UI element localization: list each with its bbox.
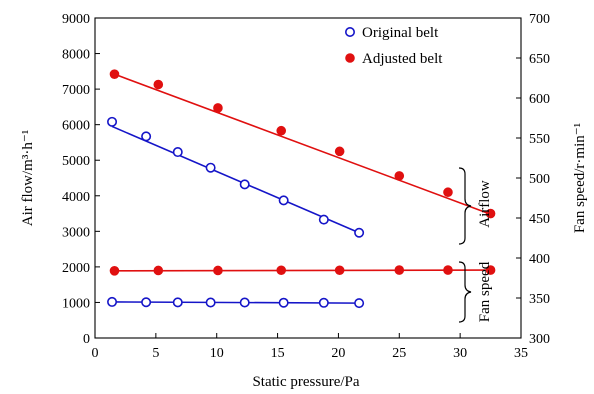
tick-labels: 0 5 10 15 20 25 30 3501000200030004000500060007…	[62, 12, 550, 361]
x-tick-label: 20	[331, 346, 345, 361]
point-original-belt-fan-speed-3	[205, 297, 216, 308]
x-tick-label: 5	[152, 346, 159, 361]
point-original-belt-fan-speed-1	[141, 297, 152, 308]
point-original-belt-air-flow-3	[205, 162, 216, 173]
point-adjusted-belt-fan-speed-0	[109, 266, 120, 276]
point-adjusted-belt-fan-speed-1	[153, 265, 164, 276]
y-right-tick-label: 350	[529, 292, 550, 307]
y-left-tick-label: 6000	[62, 119, 90, 134]
y-right-tick-label: 500	[529, 172, 550, 187]
point-adjusted-belt-fan-speed-6	[443, 265, 453, 275]
point-original-belt-fan-speed-5	[278, 297, 289, 308]
point-original-belt-fan-speed-4	[239, 297, 250, 308]
y-left-tick-label: 7000	[62, 83, 90, 98]
y-left-tick-label: 2000	[62, 261, 90, 276]
point-adjusted-belt-fan-speed-5	[394, 265, 405, 275]
y-left-tick-label: 4000	[62, 190, 90, 205]
point-adjusted-belt-fan-speed-4	[334, 265, 345, 276]
plot-frame	[94, 17, 522, 339]
y-left-tick-label: 8000	[62, 48, 90, 63]
fit-line-adjusted-belt-air-flow	[114, 73, 491, 216]
legend-marker-adjusted-belt	[345, 53, 355, 63]
x-axis-title: Static pressure/Pa	[252, 374, 359, 390]
point-original-belt-fan-speed-7	[354, 298, 365, 309]
point-adjusted-belt-air-flow-5	[394, 171, 405, 181]
point-original-belt-air-flow-5	[278, 195, 289, 206]
point-adjusted-belt-air-flow-1	[153, 79, 164, 90]
x-tick-label: 30	[453, 346, 467, 361]
point-original-belt-fan-speed-6	[318, 297, 329, 308]
y-right-tick-label: 450	[529, 212, 550, 227]
fit-line-original-belt-fan-speed	[112, 301, 360, 304]
y-right-tick-label: 550	[529, 132, 550, 147]
point-adjusted-belt-air-flow-7	[485, 208, 496, 219]
y-left-tick-label: 5000	[62, 154, 90, 169]
point-adjusted-belt-air-flow-2	[213, 103, 223, 113]
x-tick-label: 15	[271, 346, 285, 361]
axis-ticks	[94, 17, 522, 339]
fan-speed-brace	[458, 261, 472, 323]
y-right-axis-title: Fan speed/r·min⁻¹	[572, 123, 588, 233]
airflow-annotation: Airflow	[477, 180, 493, 228]
point-original-belt-fan-speed-0	[107, 296, 118, 307]
point-original-belt-fan-speed-2	[172, 297, 183, 308]
point-adjusted-belt-fan-speed-2	[213, 265, 223, 276]
x-tick-label: 0	[92, 346, 99, 361]
point-adjusted-belt-air-flow-0	[109, 69, 120, 79]
point-adjusted-belt-air-flow-4	[334, 146, 345, 157]
fan-speed-annotation: Fan speed	[477, 261, 493, 322]
fit-line-adjusted-belt-fan-speed	[114, 269, 491, 272]
x-tick-label: 10	[210, 346, 224, 361]
fit-lines	[111, 73, 491, 304]
y-left-tick-label: 1000	[62, 296, 90, 311]
point-adjusted-belt-air-flow-3	[276, 125, 287, 136]
y-right-tick-label: 400	[529, 252, 550, 267]
legend-label-adjusted-belt: Adjusted belt	[362, 51, 443, 67]
point-original-belt-air-flow-6	[318, 214, 329, 225]
y-right-tick-label: 700	[529, 12, 550, 27]
y-left-tick-label: 3000	[62, 225, 90, 240]
y-left-tick-label: 0	[83, 332, 90, 347]
point-original-belt-air-flow-2	[172, 147, 183, 158]
y-left-tick-label: 9000	[62, 12, 90, 27]
legend-marker-original-belt	[344, 26, 355, 37]
y-left-axis-title: Air flow/m³·h⁻¹	[20, 130, 36, 226]
y-right-tick-label: 300	[529, 332, 550, 347]
legend-label-original-belt: Original belt	[362, 25, 439, 41]
y-right-tick-label: 650	[529, 52, 550, 67]
fit-line-original-belt-air-flow	[111, 125, 360, 234]
point-original-belt-air-flow-4	[239, 179, 250, 190]
plot-border	[94, 17, 522, 339]
x-tick-label: 25	[392, 346, 406, 361]
annotations: Airflow Fan speed	[458, 167, 493, 323]
x-tick-label: 35	[514, 346, 528, 361]
legend: Original belt Adjusted belt	[344, 25, 443, 67]
point-original-belt-air-flow-7	[354, 227, 365, 238]
point-original-belt-air-flow-1	[141, 131, 152, 142]
point-adjusted-belt-fan-speed-7	[485, 265, 496, 275]
y-right-tick-label: 600	[529, 92, 550, 107]
point-adjusted-belt-fan-speed-3	[276, 265, 287, 276]
data-markers	[107, 69, 496, 309]
airflow-brace	[458, 167, 472, 245]
point-original-belt-air-flow-0	[107, 116, 118, 127]
point-adjusted-belt-air-flow-6	[443, 187, 453, 198]
